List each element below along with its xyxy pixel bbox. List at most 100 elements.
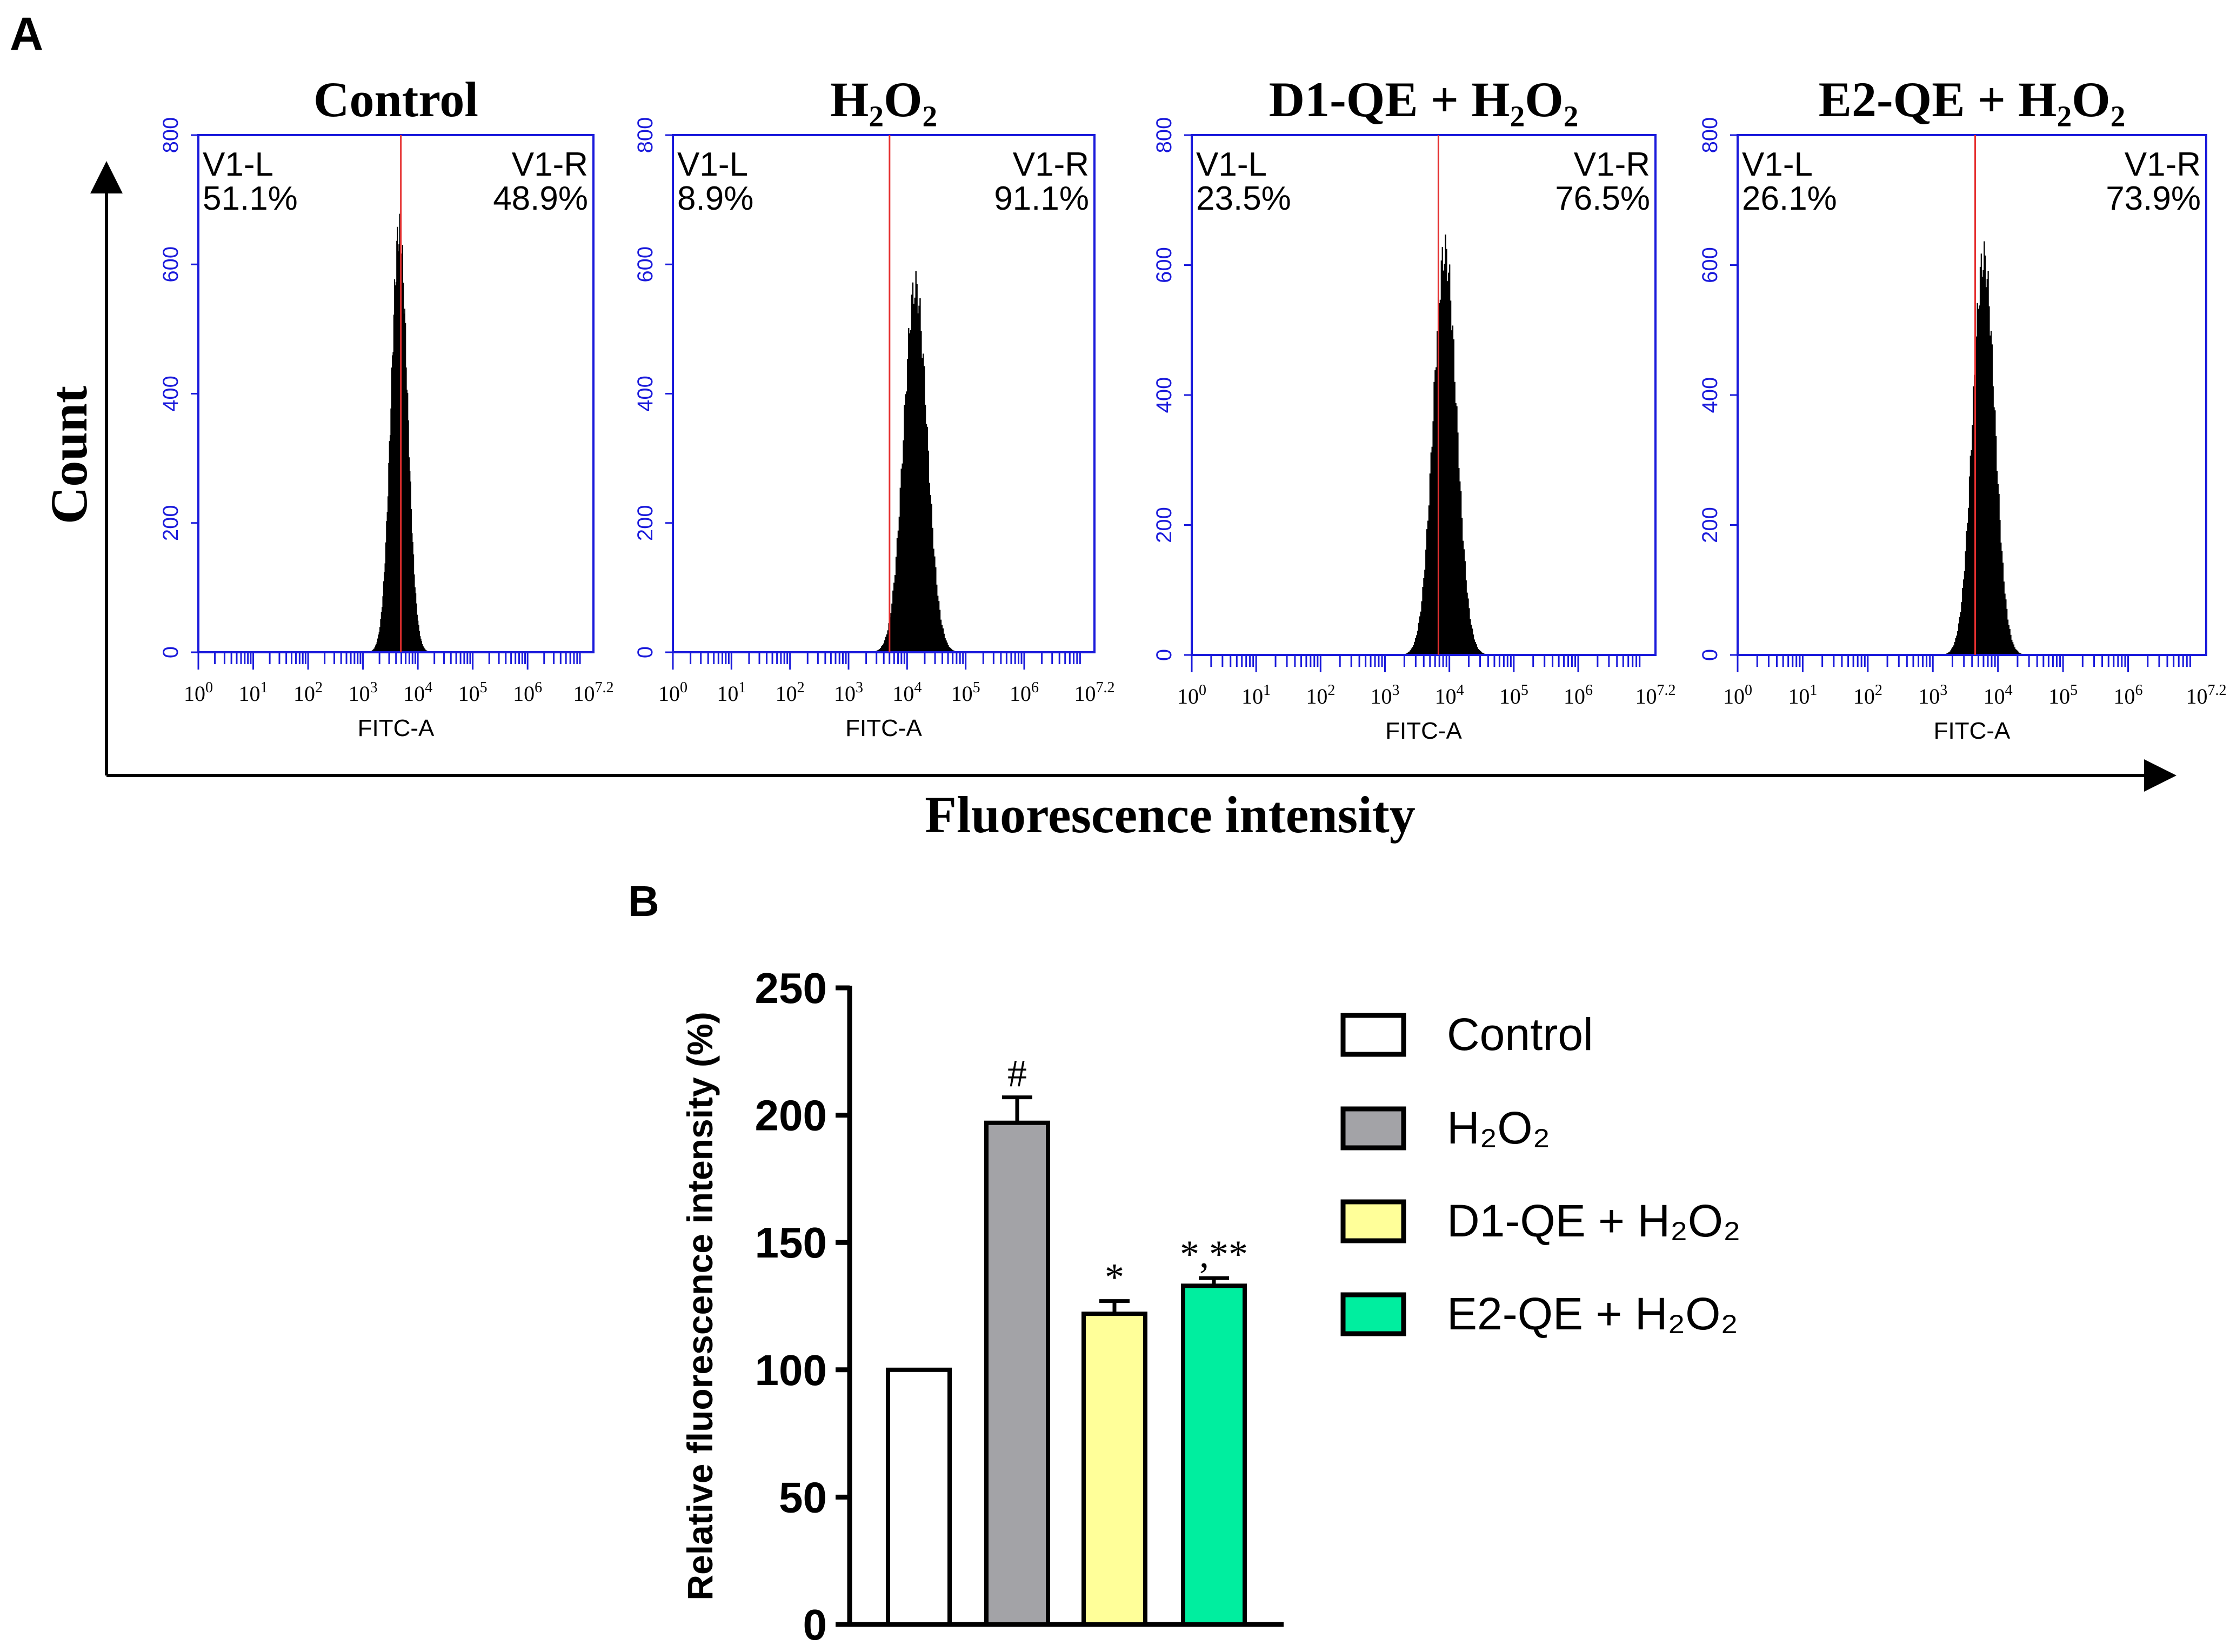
histogram-bin [1421,601,1423,655]
histogram-bin [920,331,922,652]
histogram-bin [1434,370,1436,655]
histogram-bin [1966,531,1967,655]
x-tick-label: 107.2 [2186,682,2227,708]
histogram-bin [416,603,417,652]
histogram-bin [911,295,913,652]
histogram-bin [405,323,406,652]
histogram-bin [374,647,376,652]
histogram-bin [1412,647,1413,655]
x-tick-label: 102 [1853,682,1882,708]
histogram-bin [892,590,894,652]
histogram-bin [422,646,424,652]
histogram-bin [1480,651,1481,655]
histogram-bin [1478,649,1479,655]
histogram-bin [389,435,391,652]
histogram-bin [1458,468,1460,655]
histogram-bin [1429,473,1431,655]
histogram-bin [2009,629,2011,655]
histogram-bin [1448,264,1451,655]
histogram-bin [382,596,384,652]
histogram-bin [1985,287,1987,655]
histogram-bin [420,638,422,652]
histogram-bin [2016,650,2018,655]
histogram-bin [1451,330,1453,655]
x-tick-exponent: 2 [797,679,805,696]
x-tick-label: 106 [1564,682,1593,708]
histogram-bin [886,634,887,652]
gate-left-value: 8.9% [677,180,753,217]
histogram-bin [2011,639,2013,655]
histogram-bin [389,441,390,652]
histogram-bin [392,352,394,652]
y-tick-label: 600 [1152,247,1176,283]
histogram-bin [402,245,403,652]
histogram-bin [1953,645,1955,655]
histogram-bin [1952,647,1954,655]
histogram-bin [378,634,379,652]
histogram-bin [880,648,882,652]
histogram-bin [918,305,920,652]
histogram-bin [379,627,380,652]
histogram-bin [383,581,384,652]
histogram-bin [1422,587,1424,655]
histogram-bin [917,313,919,652]
panel-a-y-label: Count [40,386,98,524]
histogram-bin [1433,382,1435,655]
histogram-bin [417,620,419,652]
histogram-bin [1466,592,1468,655]
x-tick-label: 104 [403,679,432,706]
histogram-bin [1473,639,1475,655]
y-tick-label: 200 [755,1092,827,1140]
histogram-bin [947,645,949,652]
histogram-bin [1430,452,1432,655]
histogram-bin [1419,616,1421,655]
x-tick-exponent: 1 [738,679,746,696]
histogram-bin [1968,476,1971,655]
y-tick-label: 400 [159,376,183,412]
x-tick-exponent: 3 [1940,682,1947,699]
histogram-bin [1979,305,1980,655]
x-tick-label: 100 [1723,682,1752,708]
histogram-bin [1477,647,1478,655]
x-tick-exponent: 0 [205,679,213,696]
bar-0 [886,1367,952,1627]
histogram-bin [1989,335,1991,655]
histogram-bin [935,567,937,652]
histogram-bin [1464,561,1466,655]
x-tick-exponent: 6 [535,679,542,696]
histogram-bin [423,647,425,652]
histogram-bin [1950,650,1952,655]
histogram-bin [895,557,897,652]
histogram-bin [1465,580,1467,655]
y-tick-label: 250 [755,964,827,1012]
histogram-bin [1437,331,1438,655]
histogram-bin [1972,425,1973,655]
histogram-bin [924,404,926,652]
x-tick-exponent: 6 [1031,679,1039,696]
histogram-bin [1980,253,1982,656]
histogram-bin [1992,386,1994,655]
histogram-bin [394,279,395,652]
x-tick-label: 103 [834,679,863,706]
y-tick-label: 600 [1698,247,1722,283]
histogram-bin [922,358,923,652]
histogram-bin [923,366,925,652]
histogram-bin [410,481,411,652]
x-tick-label: 102 [776,679,805,706]
histogram-bin [951,650,953,652]
histogram-bin [1471,628,1473,655]
histogram-bin [919,298,921,652]
histogram-bin [887,630,889,652]
histogram-bin [415,587,416,652]
histogram-bin [1984,255,1986,655]
histogram-bin [408,420,409,652]
histogram-bin [397,226,398,652]
histogram-bin [1474,641,1477,655]
histogram-bin [1984,241,1985,656]
histogram-bin [386,521,388,652]
histogram-bin [387,496,389,652]
x-tick-exponent: 2 [1327,682,1335,699]
